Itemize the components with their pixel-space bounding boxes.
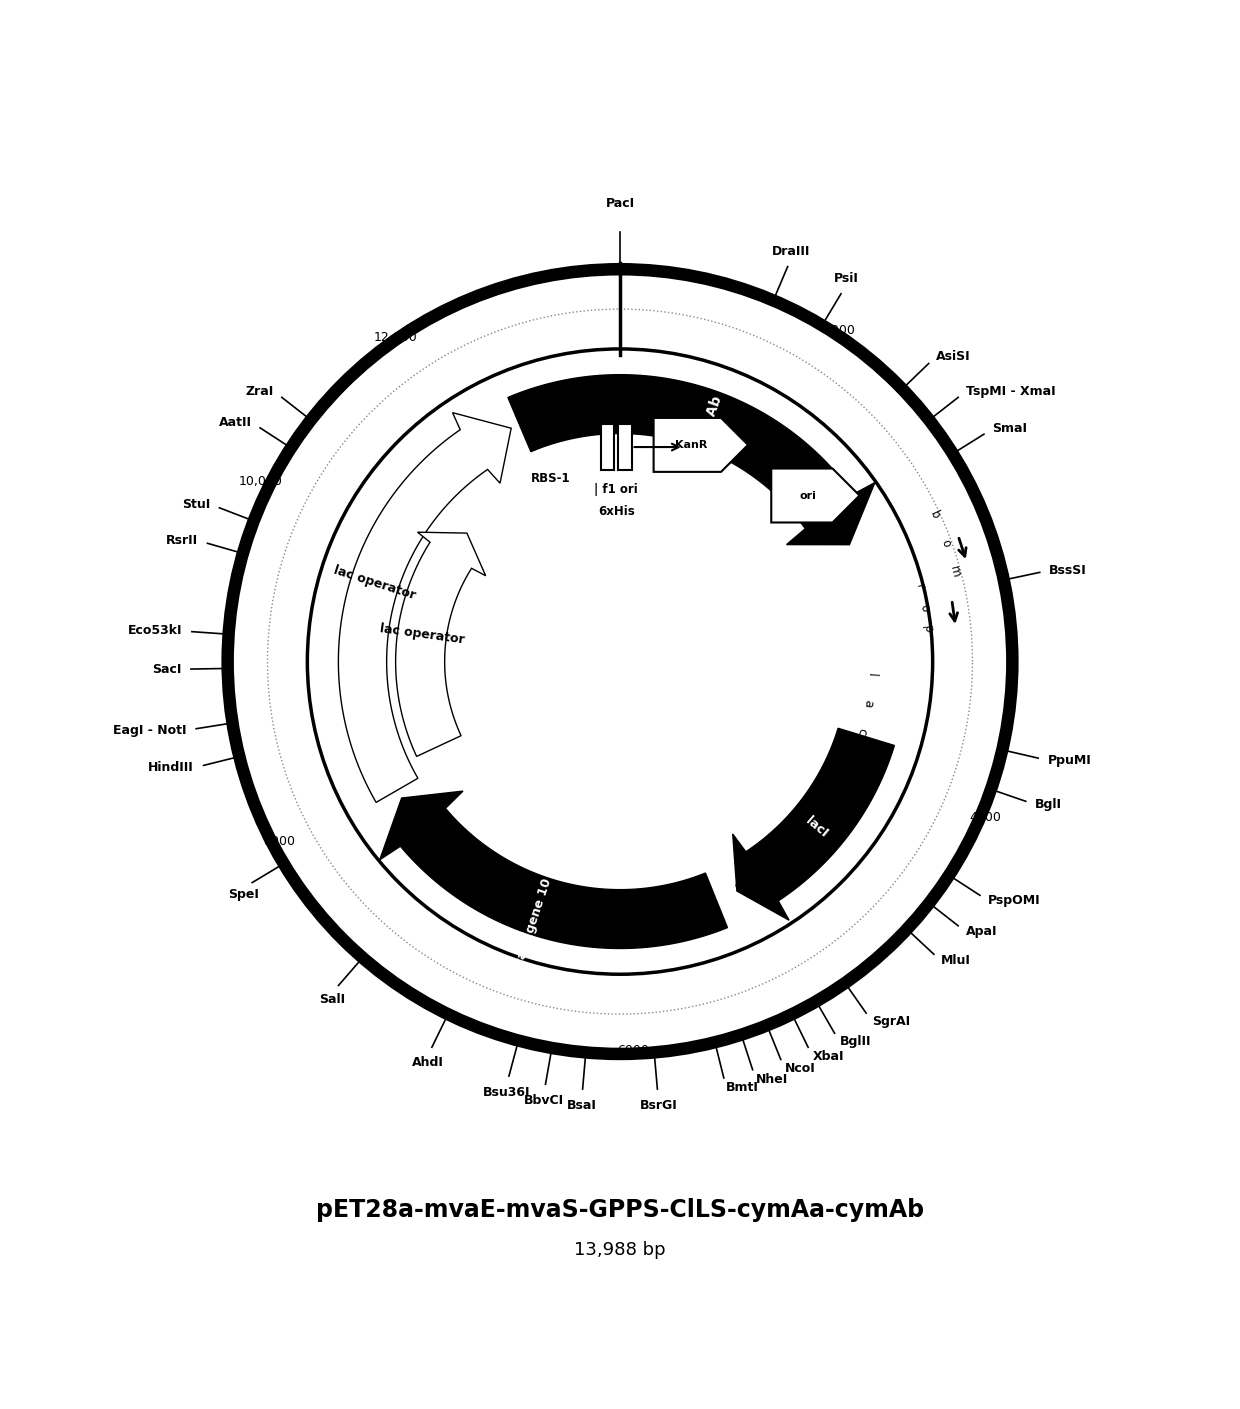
Polygon shape <box>733 728 894 920</box>
Text: o: o <box>730 876 744 892</box>
Text: T7 tag (gene 10 leader): T7 tag (gene 10 leader) <box>507 824 572 988</box>
Text: EagI - NotI: EagI - NotI <box>113 724 186 737</box>
Text: XbaI: XbaI <box>812 1050 844 1062</box>
Polygon shape <box>508 375 875 545</box>
Text: m: m <box>947 565 963 579</box>
Text: HindIII: HindIII <box>149 761 195 775</box>
Text: AatII: AatII <box>219 416 252 428</box>
Text: lacI: lacI <box>804 814 831 841</box>
Text: RBS-1: RBS-1 <box>531 472 570 485</box>
Text: o: o <box>777 844 792 859</box>
Text: 4000: 4000 <box>970 810 1002 824</box>
Text: 13,988 bp: 13,988 bp <box>574 1241 666 1260</box>
Wedge shape <box>228 269 1012 1054</box>
Text: p: p <box>920 624 934 634</box>
Text: m: m <box>753 861 770 878</box>
Text: PspOMI: PspOMI <box>988 895 1040 907</box>
Text: 10,000: 10,000 <box>238 475 283 489</box>
Text: a: a <box>861 699 875 709</box>
Text: lac operator: lac operator <box>332 564 418 602</box>
Polygon shape <box>653 418 748 472</box>
Text: MluI: MluI <box>941 954 971 968</box>
Text: StuI: StuI <box>182 497 211 511</box>
Text: I: I <box>846 755 858 762</box>
Text: 8000: 8000 <box>263 836 295 848</box>
Text: ori: ori <box>800 490 816 500</box>
Text: BbvCI: BbvCI <box>523 1093 564 1107</box>
Text: SacI: SacI <box>151 662 181 676</box>
Text: o: o <box>939 537 954 548</box>
Text: BsaI: BsaI <box>567 1099 596 1112</box>
Text: e: e <box>678 898 688 912</box>
Text: SpeI: SpeI <box>228 888 259 900</box>
Text: SmaI: SmaI <box>992 423 1027 435</box>
Text: pET28a-mvaE-mvaS-GPPS-ClLS-cymAa-cymAb: pET28a-mvaE-mvaS-GPPS-ClLS-cymAa-cymAb <box>316 1198 924 1222</box>
Text: 2000: 2000 <box>822 324 854 337</box>
Bar <box>601 424 614 471</box>
Text: PacI: PacI <box>605 197 635 210</box>
Text: r: r <box>651 903 658 917</box>
Text: DraIII: DraIII <box>773 245 811 258</box>
Text: BglI: BglI <box>1035 797 1061 812</box>
Polygon shape <box>771 469 859 523</box>
Text: Bsu36I: Bsu36I <box>482 1085 531 1099</box>
Text: TspMI - XmaI: TspMI - XmaI <box>966 385 1055 397</box>
Polygon shape <box>379 790 728 948</box>
Text: l: l <box>864 672 878 676</box>
Text: NheI: NheI <box>755 1072 787 1085</box>
Bar <box>618 424 631 471</box>
Text: BssSI: BssSI <box>1049 564 1087 576</box>
Text: | f1 ori: | f1 ori <box>594 483 639 496</box>
Text: o: o <box>918 603 931 613</box>
Text: PpuMI: PpuMI <box>1048 754 1091 766</box>
Text: BglII: BglII <box>839 1036 870 1048</box>
Text: c: c <box>854 727 869 737</box>
Text: cymAb: cymAb <box>693 393 725 447</box>
Text: Eco53kI: Eco53kI <box>128 624 182 637</box>
Text: AsiSI: AsiSI <box>936 351 971 364</box>
Polygon shape <box>339 413 511 802</box>
Text: p: p <box>816 802 831 816</box>
Text: BsrGI: BsrGI <box>640 1099 677 1112</box>
Text: 12,000: 12,000 <box>373 331 418 344</box>
Text: BmtI: BmtI <box>727 1081 759 1093</box>
Text: ApaI: ApaI <box>966 926 997 938</box>
Text: NcoI: NcoI <box>785 1062 815 1075</box>
Text: 6000: 6000 <box>618 1044 650 1057</box>
Text: r: r <box>913 583 926 590</box>
Text: ZraI: ZraI <box>246 385 274 397</box>
Text: RsrII: RsrII <box>166 534 198 547</box>
Text: r: r <box>799 826 812 838</box>
Text: b: b <box>928 509 942 521</box>
Text: 6xHis: 6xHis <box>598 504 635 517</box>
Text: t: t <box>706 889 715 903</box>
Text: AhdI: AhdI <box>412 1057 444 1069</box>
Text: lac operator: lac operator <box>378 623 465 647</box>
Text: SalI: SalI <box>319 993 345 1006</box>
Polygon shape <box>396 533 486 757</box>
Text: KanR: KanR <box>675 440 707 449</box>
Text: SgrAI: SgrAI <box>872 1014 910 1027</box>
Text: PsiI: PsiI <box>833 272 858 286</box>
